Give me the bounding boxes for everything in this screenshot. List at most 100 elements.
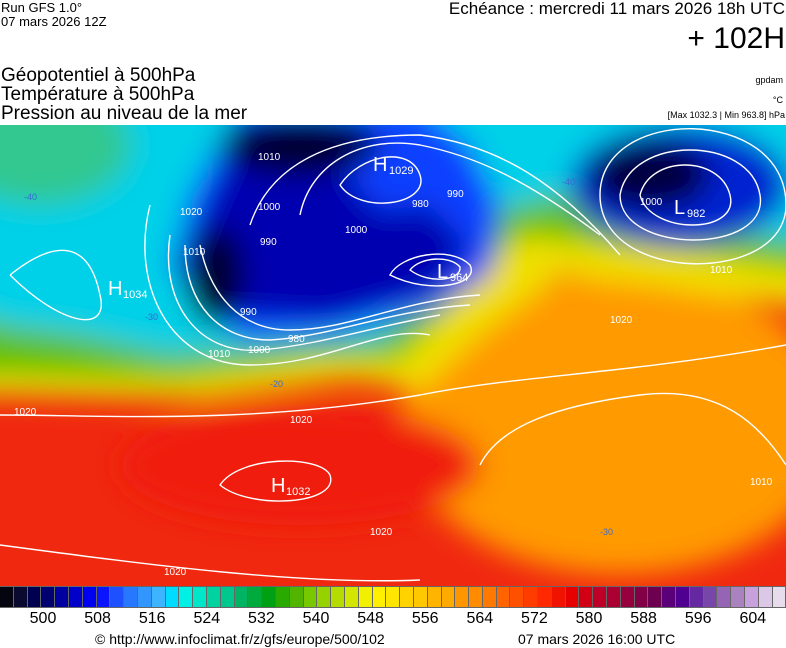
unit-label: °C (772, 95, 783, 105)
svg-text:L: L (437, 261, 448, 283)
colorbar-cell (593, 587, 608, 607)
svg-text:H: H (108, 278, 122, 300)
colorbar-cell (317, 587, 332, 607)
colorbar-tick: 572 (521, 610, 548, 627)
field-title: Température à 500hPa (1, 84, 195, 105)
svg-text:1000: 1000 (248, 345, 271, 356)
colorbar-cell (538, 587, 552, 607)
svg-text:980: 980 (288, 334, 305, 345)
colorbar-cell (441, 587, 456, 607)
colorbar-cell (110, 587, 125, 607)
colorbar-cell (427, 587, 442, 607)
colorbar-cell (179, 587, 194, 607)
isobar-labels: 1010 1020 1000 1010 990 980 990 1000 101… (14, 152, 773, 578)
colorbar-tick: 556 (411, 610, 439, 627)
svg-text:1020: 1020 (290, 415, 313, 426)
svg-text:1010: 1010 (258, 152, 281, 163)
colorbar-cell (745, 587, 759, 607)
svg-text:1010: 1010 (710, 265, 733, 276)
colorbar-cell (303, 587, 318, 607)
colorbar-cell (772, 587, 786, 607)
colorbar-cell (13, 587, 28, 607)
colorbar-cell (193, 587, 207, 607)
colorbar-cell (165, 587, 180, 607)
colorbar-cell (455, 587, 470, 607)
colorbar-cell (634, 587, 649, 607)
colorbar-cell (731, 587, 746, 607)
svg-text:1034: 1034 (123, 289, 147, 301)
svg-text:1010: 1010 (208, 349, 231, 360)
colorbar-tick: 596 (684, 610, 712, 627)
svg-text:-30: -30 (145, 312, 158, 322)
colorbar-cell (289, 587, 304, 607)
colorbar-cell (413, 587, 428, 607)
colorbar-cell (469, 587, 483, 607)
svg-text:L: L (674, 197, 685, 219)
svg-text:982: 982 (687, 208, 705, 220)
colorbar-cell (262, 587, 276, 607)
svg-text:H: H (271, 475, 285, 497)
colorbar-cell (331, 587, 345, 607)
colorbar-cell (27, 587, 42, 607)
svg-text:1020: 1020 (180, 207, 203, 218)
colorbar-cell (372, 587, 387, 607)
colorbar-cell (579, 587, 594, 607)
svg-text:1010: 1010 (183, 247, 206, 258)
colorbar-cell (758, 587, 773, 607)
colorbar-tick: 548 (357, 610, 384, 627)
svg-text:990: 990 (260, 237, 277, 248)
colorbar-tick: 532 (248, 610, 275, 627)
unit-label: [Max 1032.3 | Min 963.8] hPa (667, 110, 785, 120)
colorbar-cell (68, 587, 83, 607)
colorbar-cell (248, 587, 263, 607)
svg-text:1020: 1020 (370, 527, 393, 538)
issued-time: 07 mars 2026 16:00 UTC (518, 631, 676, 647)
colorbar-cell (648, 587, 663, 607)
svg-text:964: 964 (450, 272, 468, 284)
colorbar-cell (703, 587, 718, 607)
colorbar-cell (620, 587, 635, 607)
colorbar-cell (565, 587, 580, 607)
colorbar-cell (206, 587, 221, 607)
isotherm-labels: -40 -30 -20 -40 -30 (24, 177, 613, 537)
source-link[interactable]: © http://www.infoclimat.fr/z/gfs/europe/… (95, 631, 385, 647)
colorbar-cell (662, 587, 677, 607)
colorbar-tick: 580 (575, 610, 603, 627)
svg-text:1029: 1029 (389, 165, 413, 177)
svg-text:1020: 1020 (164, 567, 187, 578)
svg-text:1000: 1000 (345, 225, 368, 236)
colorbar-cell (358, 587, 373, 607)
colorbar-cell (137, 587, 152, 607)
colorbar-tick: 500 (29, 610, 57, 627)
svg-text:-40: -40 (24, 192, 37, 202)
colorbar-tick: 540 (302, 610, 330, 627)
svg-text:990: 990 (447, 189, 464, 200)
svg-text:H: H (373, 154, 387, 176)
colorbar-tick: 604 (739, 610, 767, 627)
svg-text:1000: 1000 (640, 197, 663, 208)
colorbar-cell (717, 587, 732, 607)
colorbar-cell (96, 587, 111, 607)
field-title: Pression au niveau de la mer (1, 103, 248, 124)
colorbar-tick: 508 (84, 610, 111, 627)
colorbar-cell (234, 587, 249, 607)
high-center: H 1029 (373, 154, 413, 177)
colorbar-cell (482, 587, 497, 607)
svg-text:1020: 1020 (14, 407, 37, 418)
low-center: L 964 (437, 261, 468, 284)
colorbar-cell (220, 587, 235, 607)
colorbar (0, 586, 786, 608)
svg-text:1000: 1000 (258, 202, 281, 213)
high-center: H 1032 (271, 475, 310, 498)
colorbar-cell (151, 587, 166, 607)
field-title: Géopotentiel à 500hPa (1, 65, 196, 86)
lead-time: + 102H (687, 22, 785, 55)
colorbar-cell (496, 587, 511, 607)
echeance: Echéance : mercredi 11 mars 2026 18h UTC (448, 0, 785, 18)
svg-text:-40: -40 (562, 177, 575, 187)
colorbar-tick: 516 (138, 610, 166, 627)
colorbar-tick: 588 (630, 610, 657, 627)
svg-text:-20: -20 (270, 379, 283, 389)
svg-text:1010: 1010 (750, 477, 773, 488)
svg-text:980: 980 (412, 199, 429, 210)
